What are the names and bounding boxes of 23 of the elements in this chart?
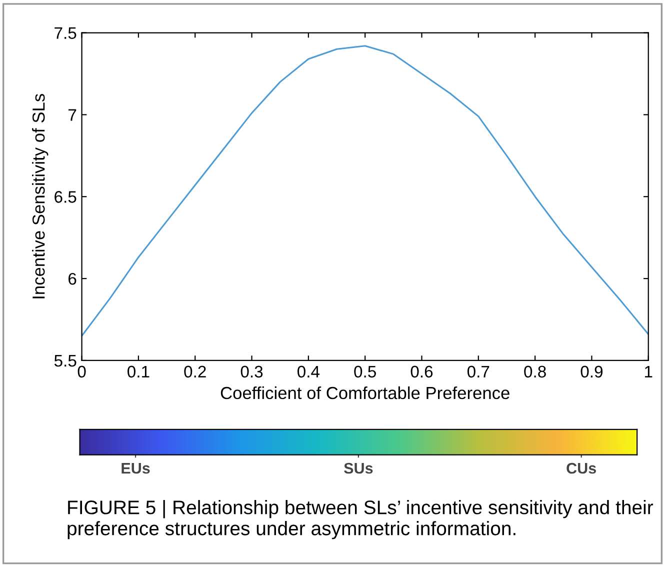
category-label: SUs xyxy=(344,462,373,474)
x-tick-label: 0.2 xyxy=(184,366,206,378)
caption: FIGURE 5 | Relationship between SLs’ incentive sensitivity and their preference structures under asymmetric information. xyxy=(68,500,654,540)
y-tick-label: 7 xyxy=(68,109,76,121)
x-tick-label: 0.5 xyxy=(354,366,376,378)
x-tick-label: 0.1 xyxy=(128,366,150,378)
x-tick-label: 0.4 xyxy=(297,366,320,378)
category-label: CUs xyxy=(566,462,596,474)
x-tick-label: 0 xyxy=(78,366,86,378)
x-tick-label: 0.8 xyxy=(524,366,546,378)
category-label: EUs xyxy=(122,463,150,474)
y-axis-title: Incentive Sensitivity of SLs xyxy=(32,94,48,298)
y-tick-label: 6 xyxy=(68,272,76,285)
x-tick-label: 0.6 xyxy=(410,366,433,378)
x-tick-label: 0.9 xyxy=(580,366,603,378)
line-series xyxy=(82,45,648,337)
x-tick-label: 0.7 xyxy=(467,366,490,378)
x-tick-label: 1 xyxy=(645,366,652,378)
y-tick-label: 6.5 xyxy=(54,191,76,203)
y-tick-label: 5.5 xyxy=(54,355,76,367)
x-tick-label: 0.3 xyxy=(240,366,263,378)
x-axis-title: Coefficient of Comfortable Preference xyxy=(220,386,510,400)
y-tick-label: 7.5 xyxy=(54,27,76,39)
